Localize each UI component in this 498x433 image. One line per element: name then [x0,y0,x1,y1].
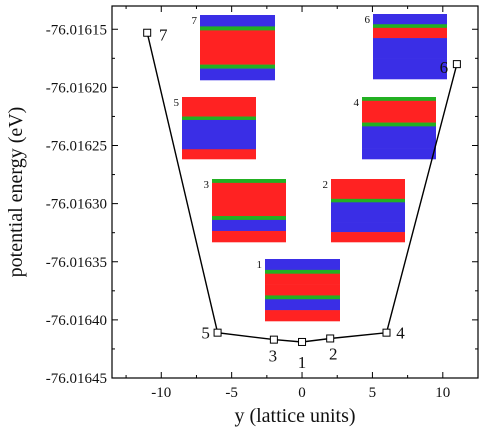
axis-ticks: -10 -5 0 5 10 -76.01645 -76.01640 -76.01635 -76.… [46,6,479,401]
inset-layer-blue [373,68,447,80]
inset-structure-4: 4 [354,97,436,160]
data-point-7 [143,28,152,37]
data-point-2 [326,334,335,343]
y-tick-label: -76.01640 [46,313,107,329]
inset-layer-red [200,30,275,43]
point-label-3: 3 [269,347,278,366]
inset-layer-blue [182,129,256,140]
inset-layer-green [373,24,447,29]
plot-frame [111,5,479,379]
point-label-4: 4 [396,324,405,343]
inset-layer-red [265,310,340,322]
inset-layer-red [182,149,256,160]
inset-layer-blue [200,15,275,27]
structure-insets: 7 6 5 4 3 2 1 [174,14,447,322]
y-tick-label: -76.01625 [46,139,107,155]
inset-layer-red [265,273,340,285]
inset-layer-red [200,41,275,54]
inset-label-7: 7 [192,15,198,27]
inset-structure-1: 1 [257,259,340,322]
inset-layer-green [331,198,405,203]
inset-layer-red [182,106,256,117]
point-label-5: 5 [201,324,210,343]
inset-layer-red [373,27,447,39]
inset-layer-green [265,269,340,274]
inset-layer-blue [362,148,436,160]
y-axis-label: potential energy (eV) [5,107,27,278]
point-label-2: 2 [329,344,338,363]
inset-layer-blue [362,126,436,138]
inset-layer-blue [331,202,405,213]
inset-layer-green [182,116,256,121]
data-point-5 [213,328,222,337]
y-tick-label: -76.01645 [46,371,107,387]
series-line: 7 5 3 1 2 4 6 [143,26,461,372]
inset-layer-blue [373,48,447,59]
inset-layer-red [212,193,286,206]
inset-layer-red [362,100,436,112]
inset-layer-blue [200,68,275,81]
point-label-6: 6 [440,58,449,77]
inset-structure-7: 7 [192,15,275,81]
y-tick-label: -76.01630 [46,197,107,213]
inset-label-6: 6 [365,14,371,26]
inset-structure-6: 6 [365,14,447,80]
inset-layer-green [265,295,340,300]
x-axis-label: y (lattice units) [234,405,355,427]
x-tick-label: 5 [369,385,377,401]
y-tick-label: -76.01620 [46,80,107,96]
inset-label-1: 1 [257,259,263,271]
data-point-4 [382,328,391,337]
inset-structure-3: 3 [204,179,286,243]
inset-label-2: 2 [323,179,329,191]
inset-layer-blue [182,119,256,131]
inset-layer-red [331,179,405,190]
inset-layer-blue [373,58,447,70]
inset-layer-blue [212,219,286,232]
data-point-3 [269,335,278,344]
inset-layer-blue [373,14,447,25]
x-tick-label: 10 [435,385,450,401]
inset-layer-blue [373,38,447,49]
inset-layer-blue [182,139,256,150]
inset-layer-red [212,182,286,195]
point-label-7: 7 [159,26,168,45]
y-tick-label: -76.01635 [46,255,107,271]
y-tick-label: -76.01615 [46,22,107,38]
x-tick-label: 0 [298,385,306,401]
inset-layer-red [362,111,436,123]
inset-layer-green [200,64,275,69]
inset-layer-green [200,26,275,31]
inset-layer-green [212,179,286,184]
x-tick-label: -10 [151,385,171,401]
inset-layer-blue [362,137,436,149]
inset-layer-blue [265,259,340,271]
inset-label-4: 4 [354,97,360,109]
inset-layer-green [212,216,286,221]
inset-layer-red [331,232,405,243]
data-point-6 [452,60,461,69]
point-label-1: 1 [298,353,307,372]
inset-layer-red [212,204,286,217]
inset-layer-green [362,97,436,102]
inset-layer-green [362,122,436,127]
x-tick-label: -5 [225,385,238,401]
inset-layer-blue [331,212,405,223]
inset-structure-5: 5 [174,97,256,160]
data-point-1 [298,337,307,346]
inset-layer-red [265,284,340,296]
inset-layer-red [331,188,405,200]
inset-layer-red [212,230,286,243]
inset-layer-red [182,97,256,108]
inset-label-5: 5 [174,97,180,109]
inset-layer-blue [331,222,405,233]
inset-structure-2: 2 [323,179,405,243]
inset-label-3: 3 [204,179,210,191]
inset-layer-red [200,53,275,65]
inset-layer-blue [265,299,340,311]
